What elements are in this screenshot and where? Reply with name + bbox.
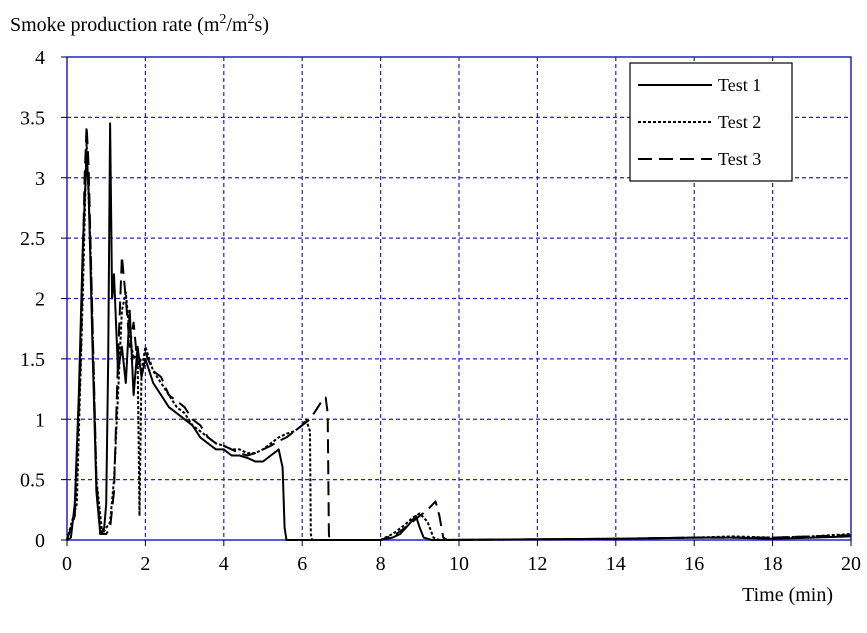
- y-tick-label: 3.5: [20, 107, 45, 129]
- x-tick-label: 16: [684, 553, 704, 575]
- x-tick-label: 0: [62, 553, 72, 575]
- y-tick-label: 4: [35, 47, 45, 69]
- x-tick-label: 12: [527, 553, 547, 575]
- x-tick-label: 14: [606, 553, 626, 575]
- x-tick-label: 18: [763, 553, 783, 575]
- y-tick-label: 1.5: [20, 349, 45, 371]
- y-axis-title-sup-1: 2: [219, 12, 226, 27]
- x-tick-label: 20: [841, 553, 861, 575]
- y-axis-title: Smoke production rate (m2/m2s): [10, 12, 269, 36]
- y-axis-title-part-1: Smoke production rate (m: [10, 14, 220, 36]
- x-tick-label: 8: [376, 553, 386, 575]
- y-axis-title-sup-2: 2: [248, 12, 255, 27]
- x-tick-label: 10: [449, 553, 469, 575]
- x-tick-label: 6: [297, 553, 307, 575]
- x-axis-title: Time (min): [742, 584, 833, 606]
- x-tick-label: 4: [219, 553, 229, 575]
- y-tick-label: 0.5: [20, 470, 45, 492]
- y-tick-label: 2.5: [20, 228, 45, 250]
- y-tick-label: 1: [35, 409, 45, 431]
- legend-label-test-2: Test 2: [718, 112, 761, 132]
- y-axis-title-part-3: s): [255, 14, 269, 36]
- y-tick-label: 2: [35, 289, 45, 311]
- legend-label-test-1: Test 1: [718, 75, 761, 95]
- x-tick-label: 2: [140, 553, 150, 575]
- y-tick-label: 0: [35, 530, 45, 552]
- y-axis-title-part-2: /m: [226, 14, 248, 36]
- y-tick-label: 3: [35, 168, 45, 190]
- legend-label-test-3: Test 3: [718, 149, 761, 169]
- legend: Test 1 Test 2 Test 3: [630, 63, 792, 181]
